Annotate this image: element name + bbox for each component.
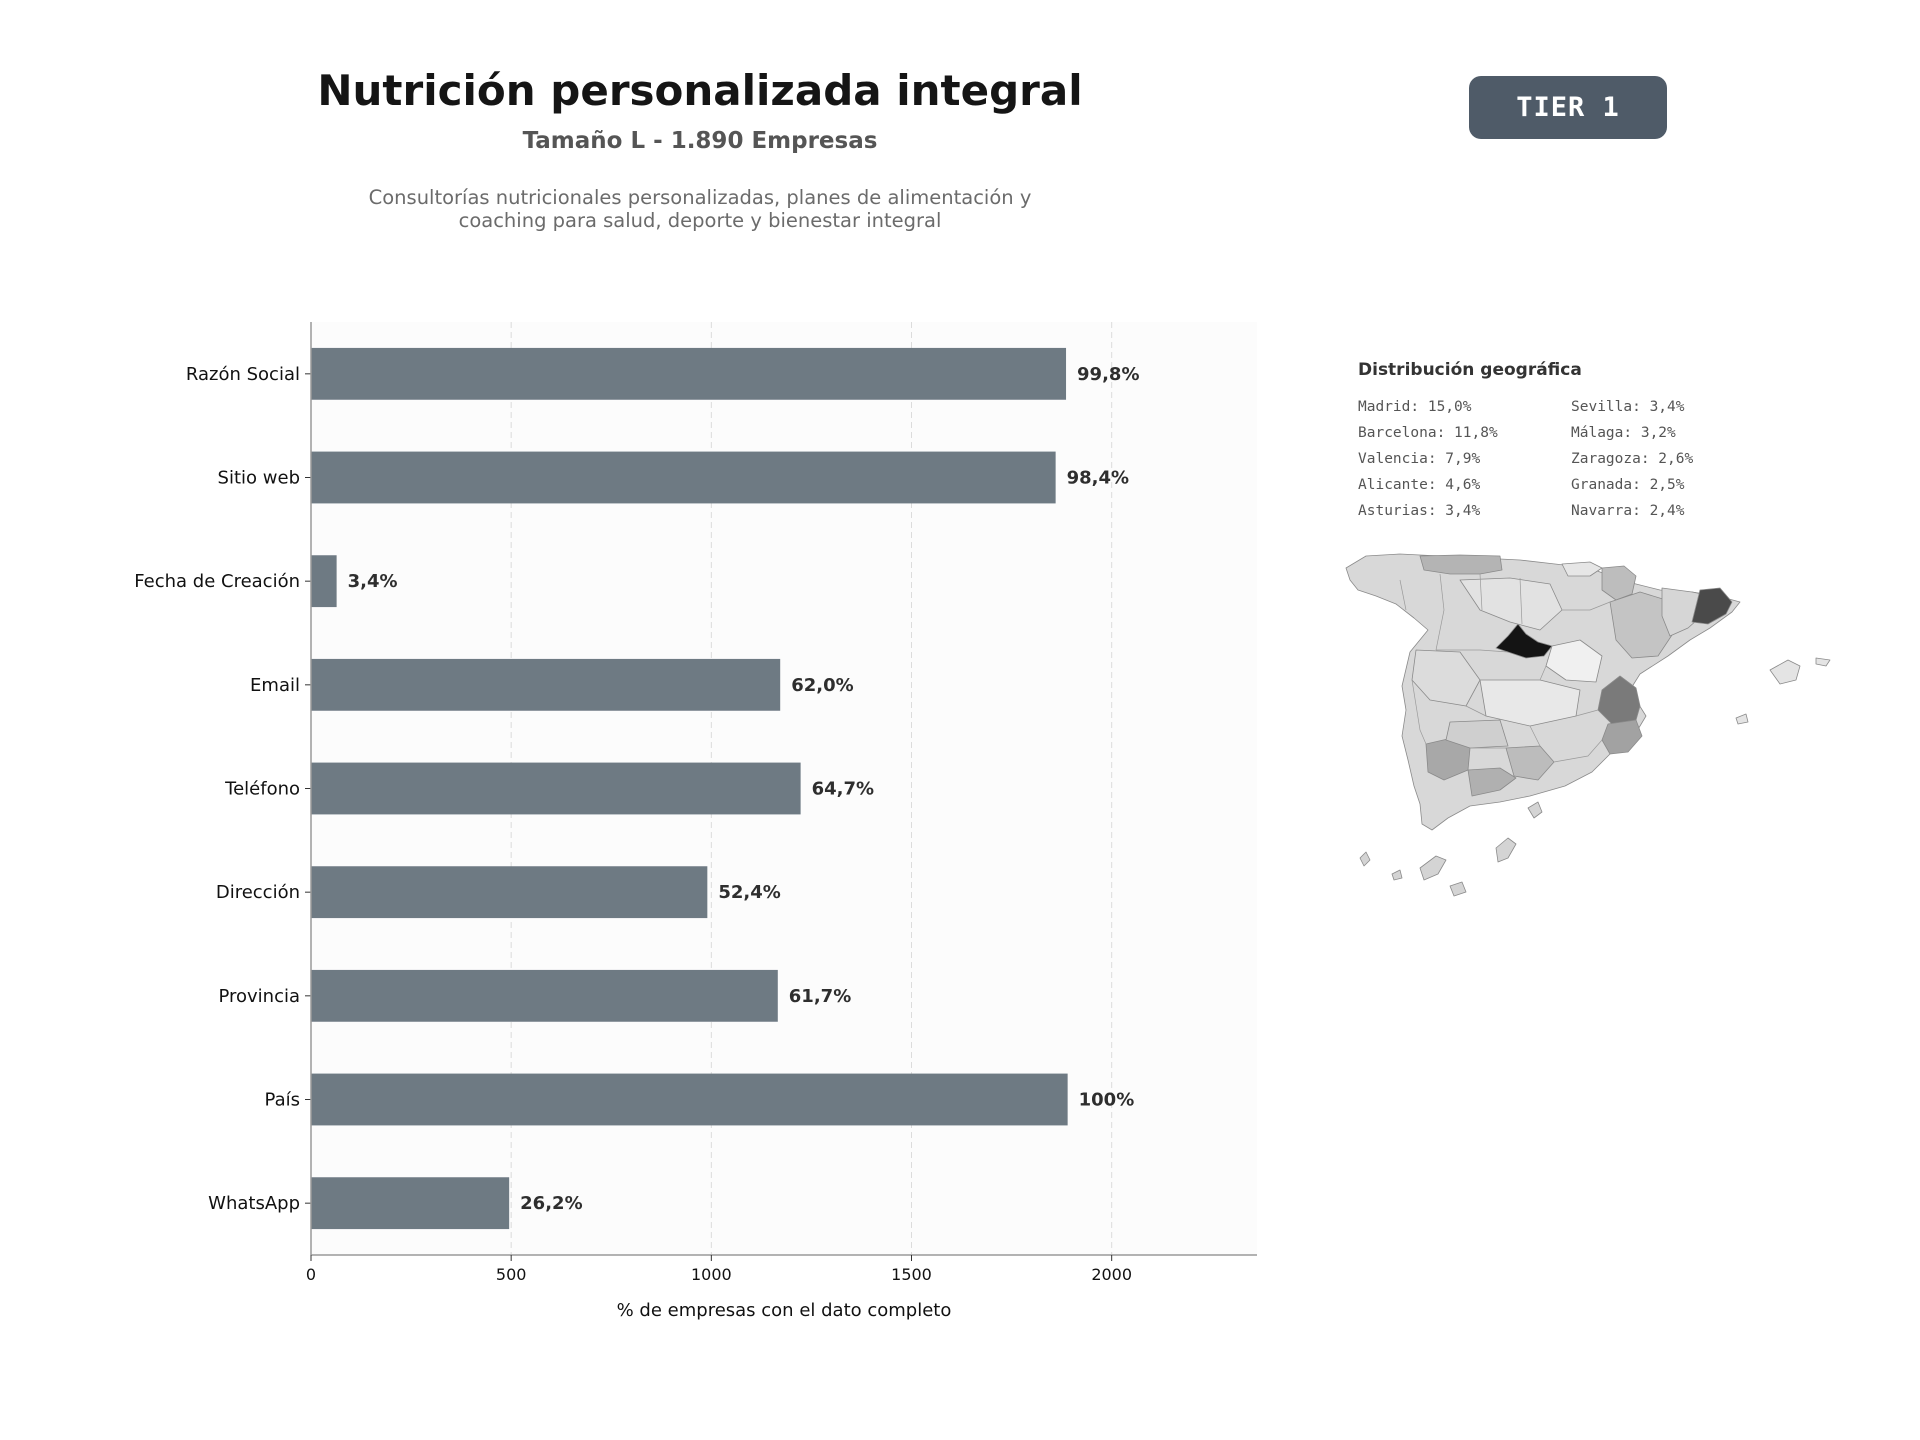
page-subtitle: Tamaño L - 1.890 Empresas	[522, 128, 878, 154]
bar-chart: 99,8% Razón Social 98,4% Sitio web 3,4% Fecha…	[134, 322, 1257, 1321]
bar-value-label: 99,8%	[1077, 364, 1139, 385]
map-region-navarra	[1601, 565, 1637, 601]
bar-value-label: 3,4%	[348, 571, 398, 592]
bar	[311, 1073, 1068, 1126]
spain-map	[1345, 553, 1831, 897]
map-region-baleares	[1769, 659, 1801, 685]
map-region-valencia	[1597, 675, 1641, 725]
geo-entry: Valencia: 7,9%	[1358, 451, 1481, 467]
y-tick-label: WhatsApp	[208, 1193, 300, 1214]
bar-value-label: 98,4%	[1067, 468, 1129, 489]
map-region-ibiza	[1735, 713, 1749, 725]
x-tick-label: 500	[496, 1265, 527, 1284]
y-tick-label: Sitio web	[218, 468, 300, 489]
y-tick-label: Dirección	[216, 882, 300, 903]
bar-value-label: 52,4%	[718, 882, 780, 903]
map-borders	[1399, 573, 1611, 763]
geo-title: Distribución geográfica	[1358, 360, 1582, 380]
map-region-malaga	[1467, 767, 1517, 797]
geo-entry: Madrid: 15,0%	[1358, 399, 1472, 415]
bar-value-label: 62,0%	[791, 675, 853, 696]
bar	[311, 762, 801, 815]
geo-list: Madrid: 15,0% Sevilla: 3,4% Barcelona: 1…	[1358, 398, 1778, 520]
bar	[311, 658, 781, 711]
y-tick-label: Fecha de Creación	[134, 571, 300, 592]
x-tick-label: 1000	[691, 1265, 732, 1284]
y-tick-label: Teléfono	[224, 779, 300, 800]
map-region-castilla	[1459, 577, 1563, 631]
y-tick-label: País	[265, 1090, 300, 1111]
x-tick-label: 0	[306, 1265, 316, 1284]
map-region-basque	[1561, 561, 1603, 577]
geo-entry: Zaragoza: 2,6%	[1571, 451, 1694, 467]
x-tick-label: 2000	[1091, 1265, 1132, 1284]
map-region-alicante	[1601, 719, 1643, 755]
geo-entry: Málaga: 3,2%	[1571, 425, 1676, 441]
map-region-barcelona	[1691, 587, 1733, 625]
geo-entry: Granada: 2,5%	[1571, 477, 1685, 493]
bar	[311, 451, 1056, 504]
bar-value-label: 61,7%	[789, 986, 851, 1007]
page-description: Consultorías nutricionales personalizada…	[330, 186, 1070, 232]
tier-badge: TIER 1	[1469, 76, 1667, 139]
y-tick-label: Provincia	[218, 986, 300, 1007]
bar-value-label: 100%	[1079, 1090, 1135, 1111]
map-region-zaragoza	[1609, 591, 1675, 659]
map-region-menorca	[1815, 657, 1831, 667]
geo-entry: Alicante: 4,6%	[1358, 477, 1481, 493]
map-region-canarias	[1359, 801, 1543, 897]
map-region-cordoba	[1445, 719, 1509, 749]
page-title: Nutrición personalizada integral	[317, 66, 1083, 115]
bar	[311, 1177, 510, 1230]
geo-entry: Sevilla: 3,4%	[1571, 399, 1685, 415]
bar-value-label: 64,7%	[812, 779, 874, 800]
y-tick-label: Razón Social	[186, 364, 300, 385]
x-tick-label: 1500	[891, 1265, 932, 1284]
map-region-asturias	[1419, 554, 1503, 575]
y-tick-label: Email	[250, 675, 300, 696]
description-line-1: Consultorías nutricionales personalizada…	[368, 186, 1032, 209]
x-axis-label: % de empresas con el dato completo	[617, 1300, 952, 1321]
geo-entry: Asturias: 3,4%	[1358, 503, 1481, 519]
bar	[311, 969, 778, 1022]
geo-entry: Barcelona: 11,8%	[1358, 425, 1498, 441]
bar	[311, 866, 708, 919]
geo-entry: Navarra: 2,4%	[1571, 503, 1685, 519]
bar	[311, 555, 337, 608]
bar-value-label: 26,2%	[520, 1193, 582, 1214]
map-region-granada	[1505, 745, 1555, 781]
map-region-madrid	[1495, 623, 1553, 659]
description-line-2: coaching para salud, deporte y bienestar…	[458, 209, 942, 232]
bar	[311, 347, 1067, 400]
